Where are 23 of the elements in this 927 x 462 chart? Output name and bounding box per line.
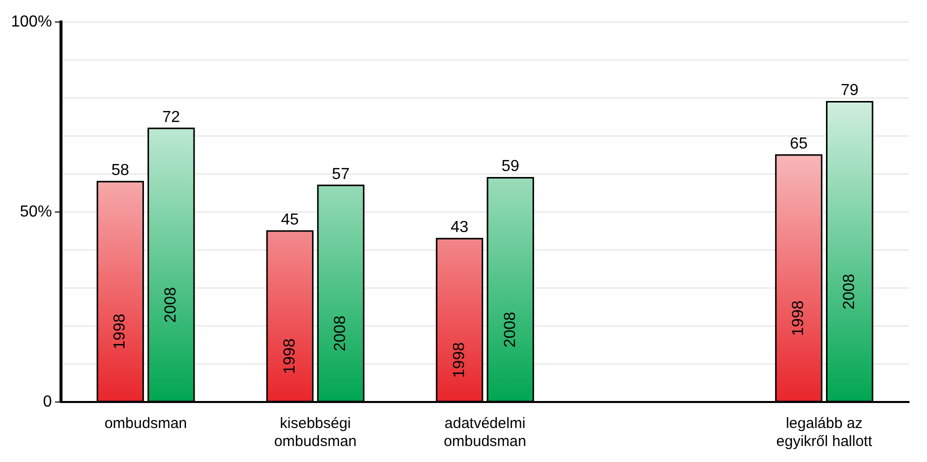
text: 2008 <box>502 312 519 348</box>
series-label: 2008 <box>841 274 858 310</box>
data-label: 79 <box>840 82 859 100</box>
data-label: 59 <box>502 158 520 176</box>
data-label: 43 <box>450 219 469 236</box>
data-label: 45 <box>281 211 299 228</box>
text: 1998 <box>281 338 298 374</box>
data-label: 58 <box>111 162 130 180</box>
x-tick-label: adatvédelmi ombudsman <box>444 415 526 450</box>
y-tick-label: 50% <box>20 203 52 220</box>
x-tick-label: ombudsman <box>104 415 188 432</box>
text: 1998 <box>112 314 129 350</box>
text: 2008 <box>332 316 350 352</box>
text: 1998 <box>450 342 468 378</box>
data-label: 65 <box>790 135 808 152</box>
series-label: 1998 <box>790 300 808 336</box>
x-tick-label: kisebbségi ombudsman <box>274 415 357 450</box>
data-label: 72 <box>162 108 180 126</box>
y-tick-label: 0 <box>43 393 52 410</box>
data-label: 57 <box>332 166 350 183</box>
x-tick-label: legalább az egyikről hallott <box>776 415 873 450</box>
y-tick-label: 100% <box>11 13 52 30</box>
text: 2008 <box>162 287 180 323</box>
